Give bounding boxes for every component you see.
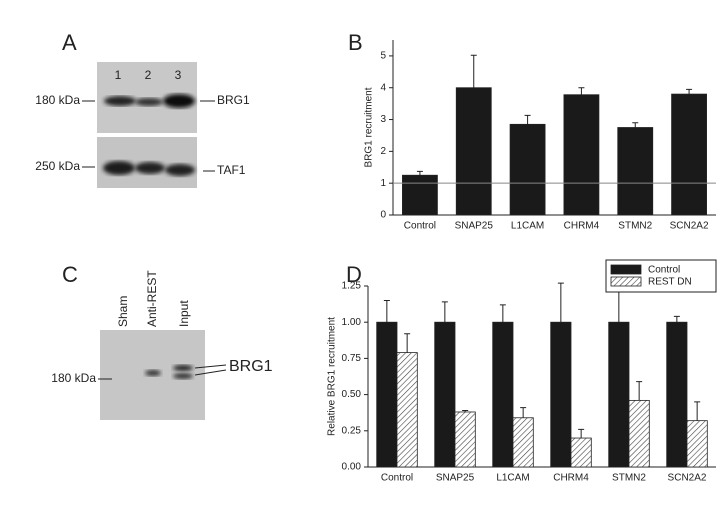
error-bar (524, 114, 531, 125)
error-bar (636, 381, 643, 401)
error-bar (694, 401, 701, 421)
lane-label: Anti-REST (145, 270, 159, 327)
x-tick-label: Control (381, 473, 413, 484)
bar (455, 87, 492, 216)
y-axis-label: BRG1 recruitment (364, 87, 375, 167)
x-tick-label: L1CAM (511, 221, 544, 232)
y-tick-label: 2 (380, 146, 386, 157)
bar (686, 420, 708, 468)
y-tick-label: 1.25 (342, 281, 362, 292)
legend-swatch (610, 264, 642, 275)
panel-label: C (62, 262, 78, 287)
error-bar (686, 88, 693, 95)
x-tick-label: Control (404, 221, 436, 232)
band-label: TAF1 (217, 163, 246, 177)
y-tick-label: 4 (380, 82, 386, 93)
error-bar (520, 407, 527, 418)
marker-label: 180 kDa (51, 371, 96, 385)
y-tick-label: 0 (380, 210, 386, 221)
bar (666, 321, 688, 468)
y-tick-label: 3 (380, 114, 386, 125)
bar (608, 321, 630, 468)
blot-c (98, 330, 227, 420)
y-tick-label: 1.00 (342, 317, 362, 328)
legend-swatch (610, 276, 642, 287)
blot-a (82, 62, 215, 188)
bar (563, 94, 600, 216)
x-tick-label: SCN2A2 (668, 473, 707, 484)
bar (434, 321, 456, 468)
band-label: BRG1 (229, 358, 273, 375)
error-bar (578, 87, 585, 95)
bar (617, 127, 654, 216)
x-tick-label: STMN2 (618, 221, 652, 232)
panel-label: B (348, 30, 363, 55)
bar (550, 321, 572, 468)
bar (628, 399, 650, 468)
x-tick-label: SNAP25 (436, 473, 475, 484)
x-tick-label: STMN2 (612, 473, 646, 484)
panel-label: D (346, 262, 362, 287)
y-tick-label: 0.75 (342, 353, 362, 364)
marker-label: 250 kDa (35, 159, 80, 173)
bar (396, 352, 418, 468)
y-tick-label: 5 (380, 51, 386, 62)
legend-label: REST DN (648, 277, 692, 288)
y-axis-label: Relative BRG1 recruitment (327, 317, 338, 436)
bar (512, 417, 534, 468)
y-tick-label: 0.25 (342, 425, 362, 436)
error-bar (470, 54, 477, 88)
legend-label: Control (648, 265, 680, 276)
bar (402, 174, 438, 216)
legend (605, 259, 717, 293)
x-tick-label: CHRM4 (553, 473, 589, 484)
lane-label: 3 (175, 68, 182, 82)
lane-label: 2 (145, 68, 152, 82)
x-tick-label: SCN2A2 (670, 221, 709, 232)
panel-label: A (62, 30, 77, 55)
y-tick-label: 0.00 (342, 462, 362, 473)
error-bar (578, 428, 585, 439)
bar (492, 321, 514, 468)
bar (376, 321, 398, 468)
x-tick-label: L1CAM (496, 473, 529, 484)
error-bar (673, 315, 680, 323)
y-tick-label: 0.50 (342, 389, 362, 400)
error-bar (499, 304, 506, 323)
bar (671, 93, 707, 216)
lane-label: 1 (115, 68, 122, 82)
error-bar (416, 170, 423, 176)
bar (509, 123, 546, 216)
bar (570, 437, 592, 468)
bar (454, 411, 476, 468)
lane-label: Input (177, 300, 191, 327)
error-bar (632, 122, 639, 128)
lane-label: Sham (116, 296, 130, 327)
x-tick-label: CHRM4 (564, 221, 600, 232)
y-tick-label: 1 (380, 178, 386, 189)
error-bar (441, 301, 448, 323)
error-bar (404, 333, 411, 353)
error-bar (462, 410, 469, 412)
error-bar (557, 282, 564, 323)
error-bar (383, 299, 390, 323)
band-label: BRG1 (217, 93, 250, 107)
marker-label: 180 kDa (35, 93, 80, 107)
x-tick-label: SNAP25 (455, 221, 494, 232)
